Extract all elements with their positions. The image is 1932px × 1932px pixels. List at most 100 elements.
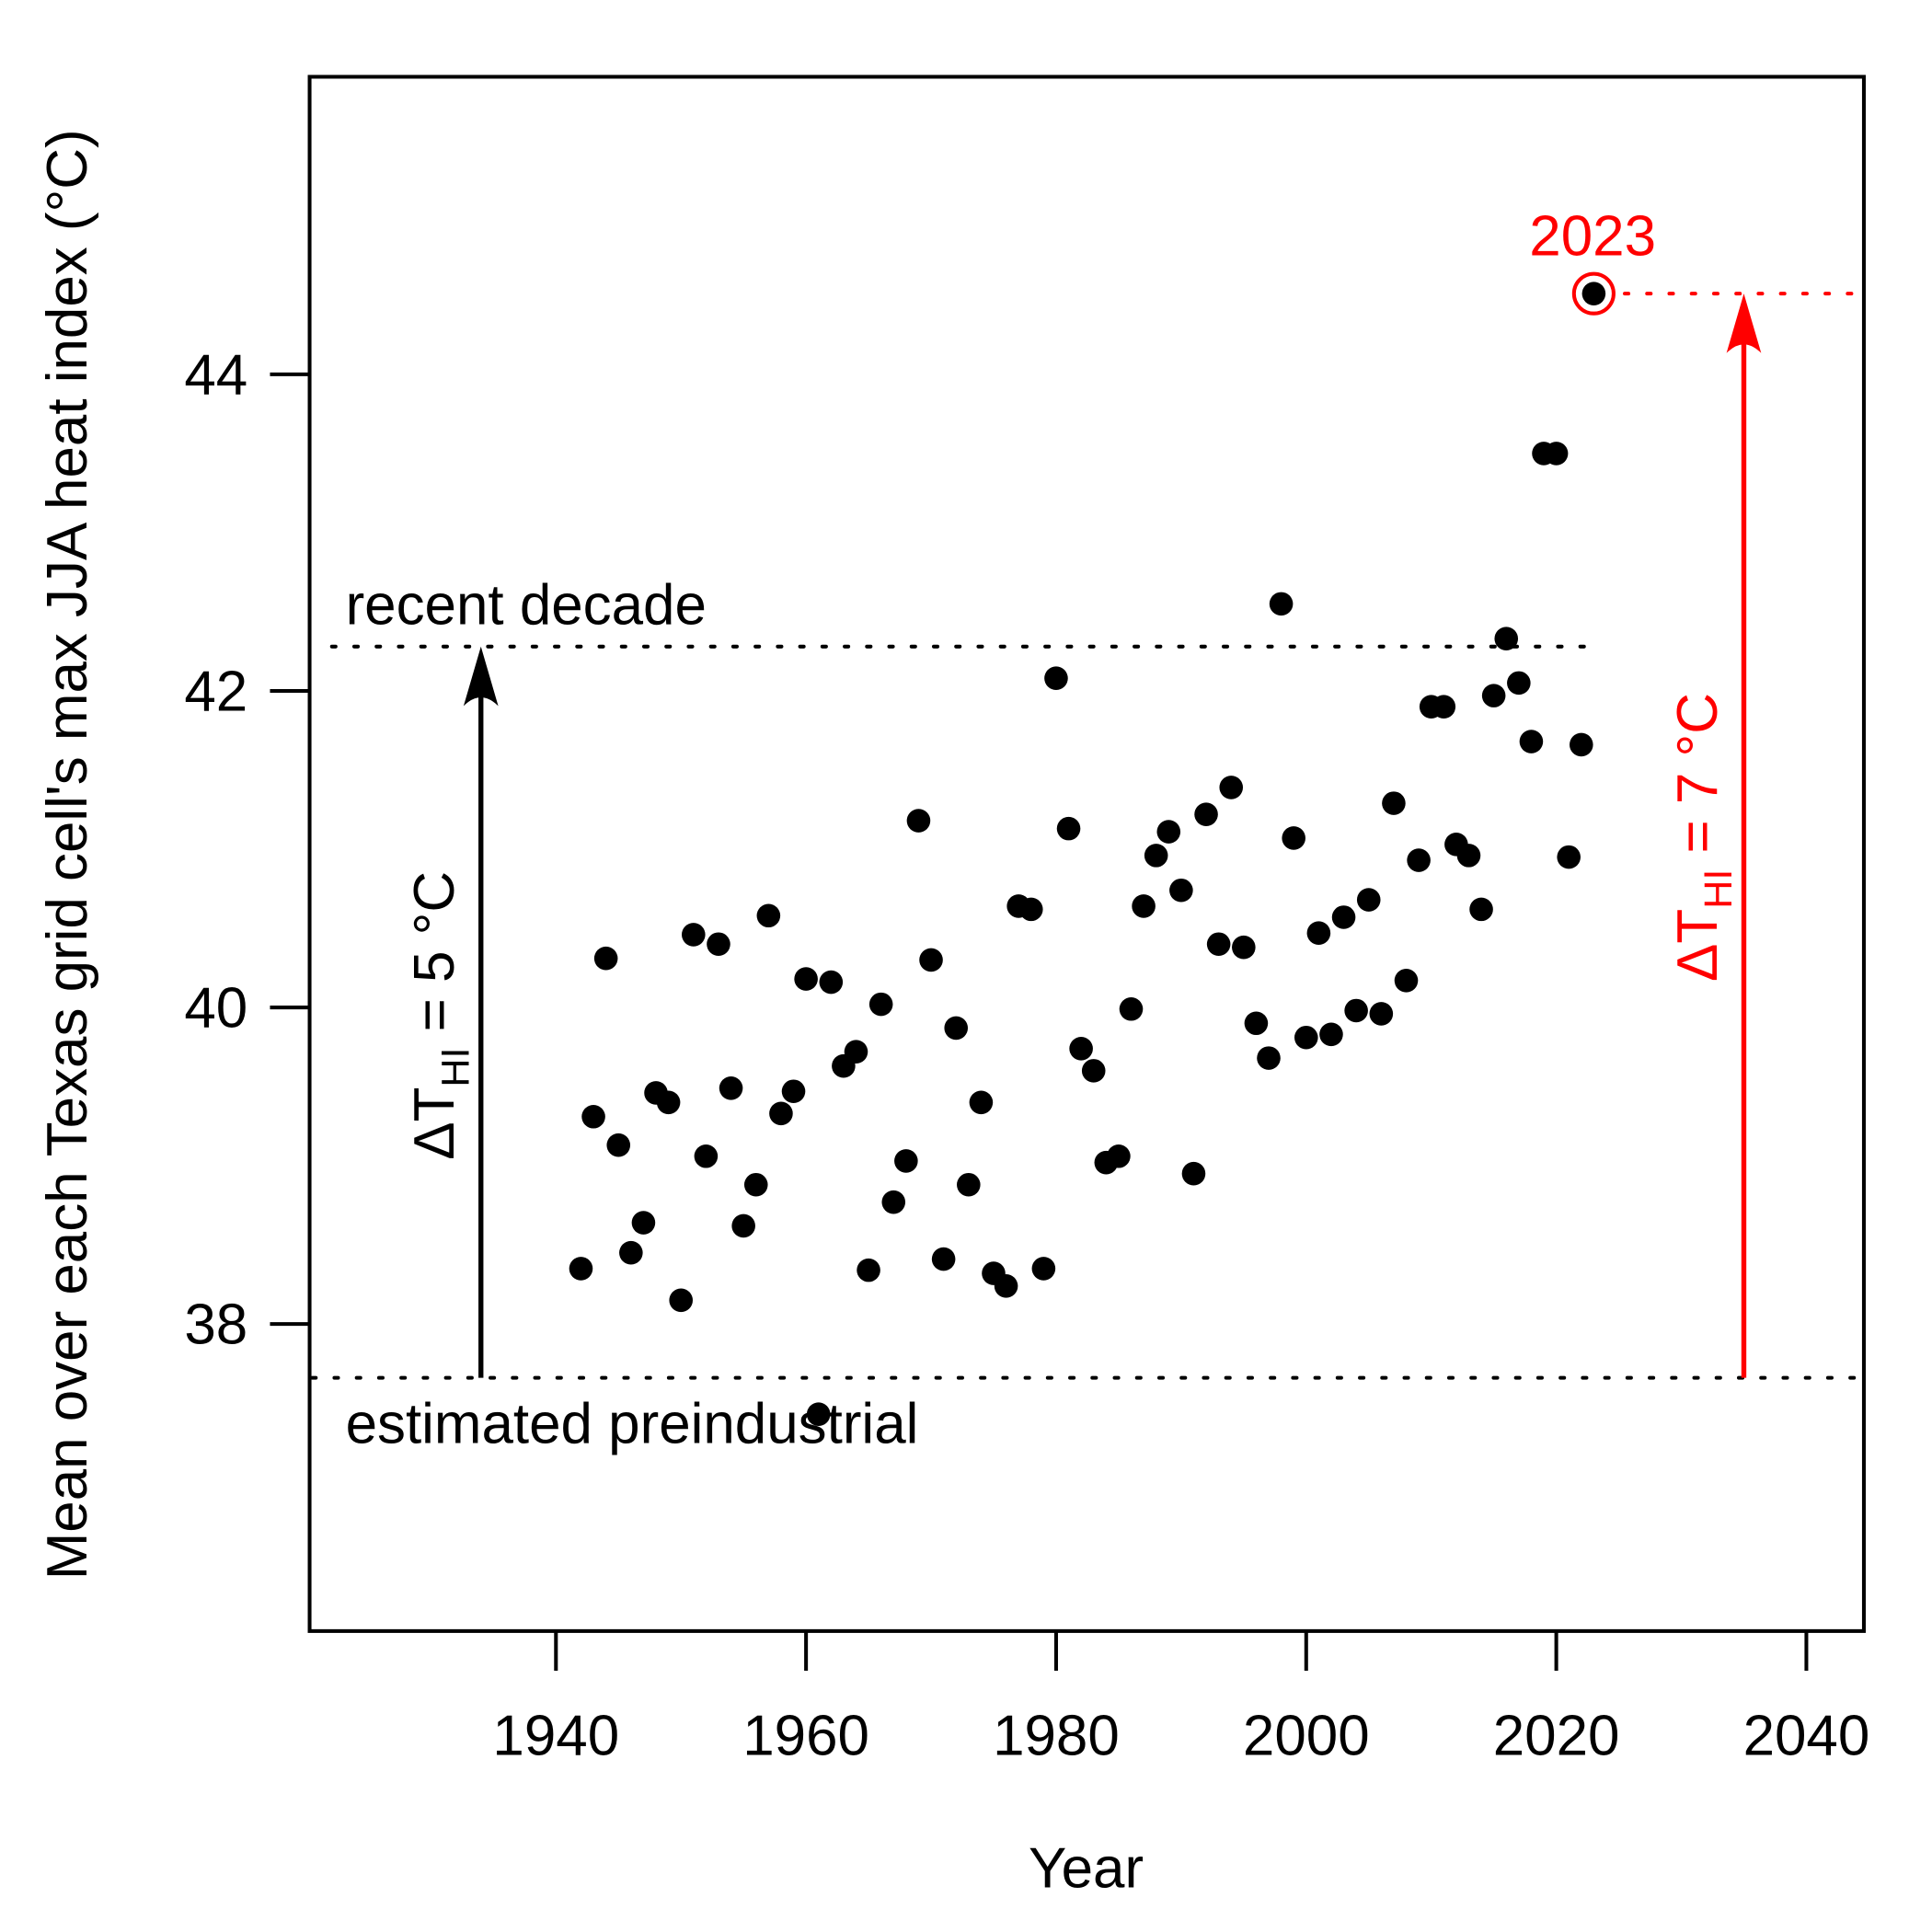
x-tick-label: 1940	[492, 1705, 619, 1768]
data-point	[969, 1090, 994, 1115]
data-point	[1269, 592, 1294, 616]
data-point	[906, 809, 931, 833]
highlight-label-2023: 2023	[1529, 204, 1656, 268]
data-point	[894, 1149, 918, 1173]
data-point	[806, 1402, 831, 1426]
data-point	[1382, 791, 1406, 815]
arrowhead-icon	[1726, 293, 1762, 353]
data-point	[656, 1090, 681, 1115]
data-point	[719, 1076, 743, 1100]
y-tick-label: 44	[184, 343, 247, 407]
preindustrial-label: estimated preindustrial	[346, 1392, 919, 1455]
delta-prefix: ΔT	[403, 1087, 466, 1160]
data-point	[1481, 684, 1506, 707]
data-point	[1456, 844, 1481, 868]
data-point	[1194, 802, 1218, 826]
data-point	[682, 923, 706, 947]
data-point	[1119, 996, 1144, 1021]
data-point	[1144, 844, 1168, 868]
data-point	[1069, 1036, 1093, 1061]
highlight-ring-2023	[1571, 271, 1616, 316]
data-point	[1156, 820, 1181, 844]
data-point	[857, 1258, 880, 1282]
data-point	[1044, 666, 1068, 690]
data-point	[631, 1211, 656, 1235]
data-point	[731, 1213, 755, 1238]
x-tick-label: 2000	[1243, 1705, 1370, 1768]
data-point	[1257, 1046, 1281, 1070]
data-point	[944, 1016, 969, 1041]
data-point	[1570, 732, 1593, 757]
data-point	[769, 1101, 793, 1126]
data-point	[1056, 816, 1081, 841]
data-point	[1169, 878, 1193, 903]
data-point	[931, 1247, 956, 1271]
data-point	[781, 1079, 806, 1104]
data-point	[1394, 969, 1419, 993]
delta-subscript: HI	[433, 1048, 477, 1087]
data-point	[1344, 998, 1368, 1023]
data-point	[1319, 1022, 1343, 1047]
data-point	[1181, 1161, 1206, 1186]
y-tick-label: 40	[184, 977, 247, 1041]
data-point	[881, 1190, 906, 1214]
data-point	[1306, 921, 1331, 945]
data-point	[1132, 894, 1156, 918]
data-point	[581, 1104, 605, 1129]
delta-suffix: = 7 °C	[1666, 693, 1730, 869]
data-point	[1544, 442, 1569, 466]
recent-decade-label: recent decade	[346, 573, 707, 637]
delta-prefix: ΔT	[1666, 909, 1730, 982]
data-point	[957, 1172, 981, 1197]
x-axis-label: Year	[1029, 1837, 1144, 1901]
data-point	[1219, 776, 1244, 799]
data-point	[994, 1274, 1018, 1298]
delta-suffix: = 5 °C	[403, 871, 466, 1048]
delta-subscript: HI	[1696, 869, 1741, 909]
data-point	[844, 1040, 868, 1064]
data-point	[756, 903, 781, 928]
data-point	[1294, 1025, 1318, 1050]
data-point	[1369, 1002, 1394, 1026]
y-tick-label: 38	[184, 1294, 247, 1357]
data-point	[1031, 1257, 1056, 1281]
data-point	[1282, 826, 1305, 850]
x-tick-label: 2040	[1743, 1705, 1870, 1768]
data-point	[1407, 848, 1431, 872]
data-point	[1519, 730, 1544, 753]
data-point	[794, 967, 818, 991]
data-point	[694, 1144, 719, 1168]
data-point	[1232, 935, 1256, 960]
data-point	[1107, 1144, 1131, 1168]
delta-label: ΔTHI = 7 °C	[1666, 693, 1741, 982]
data-point	[569, 1257, 593, 1281]
data-point	[669, 1288, 693, 1313]
data-point	[1432, 695, 1456, 719]
data-point	[1581, 282, 1606, 305]
arrowhead-icon	[463, 646, 499, 707]
y-axis-label: Mean over each Texas grid cell's max JJA…	[36, 129, 99, 1580]
delta-label: ΔTHI = 5 °C	[403, 871, 477, 1160]
data-point	[1331, 905, 1356, 929]
plot-frame	[307, 75, 1866, 1633]
data-point	[707, 932, 730, 957]
data-point	[1206, 932, 1231, 957]
data-point	[1507, 671, 1531, 696]
data-point	[619, 1240, 643, 1265]
data-point	[606, 1133, 631, 1157]
data-point	[868, 992, 893, 1017]
data-point	[1018, 897, 1043, 922]
x-tick-label: 2020	[1493, 1705, 1620, 1768]
x-tick-label: 1960	[742, 1705, 869, 1768]
data-point	[919, 948, 943, 972]
data-point	[1356, 888, 1381, 912]
data-point	[1557, 845, 1581, 869]
data-point	[1469, 897, 1493, 922]
x-tick-label: 1980	[993, 1705, 1120, 1768]
data-point	[819, 970, 844, 995]
data-point	[1081, 1059, 1106, 1083]
y-tick-label: 42	[184, 661, 247, 724]
data-point	[1494, 627, 1519, 650]
data-point	[593, 946, 618, 971]
